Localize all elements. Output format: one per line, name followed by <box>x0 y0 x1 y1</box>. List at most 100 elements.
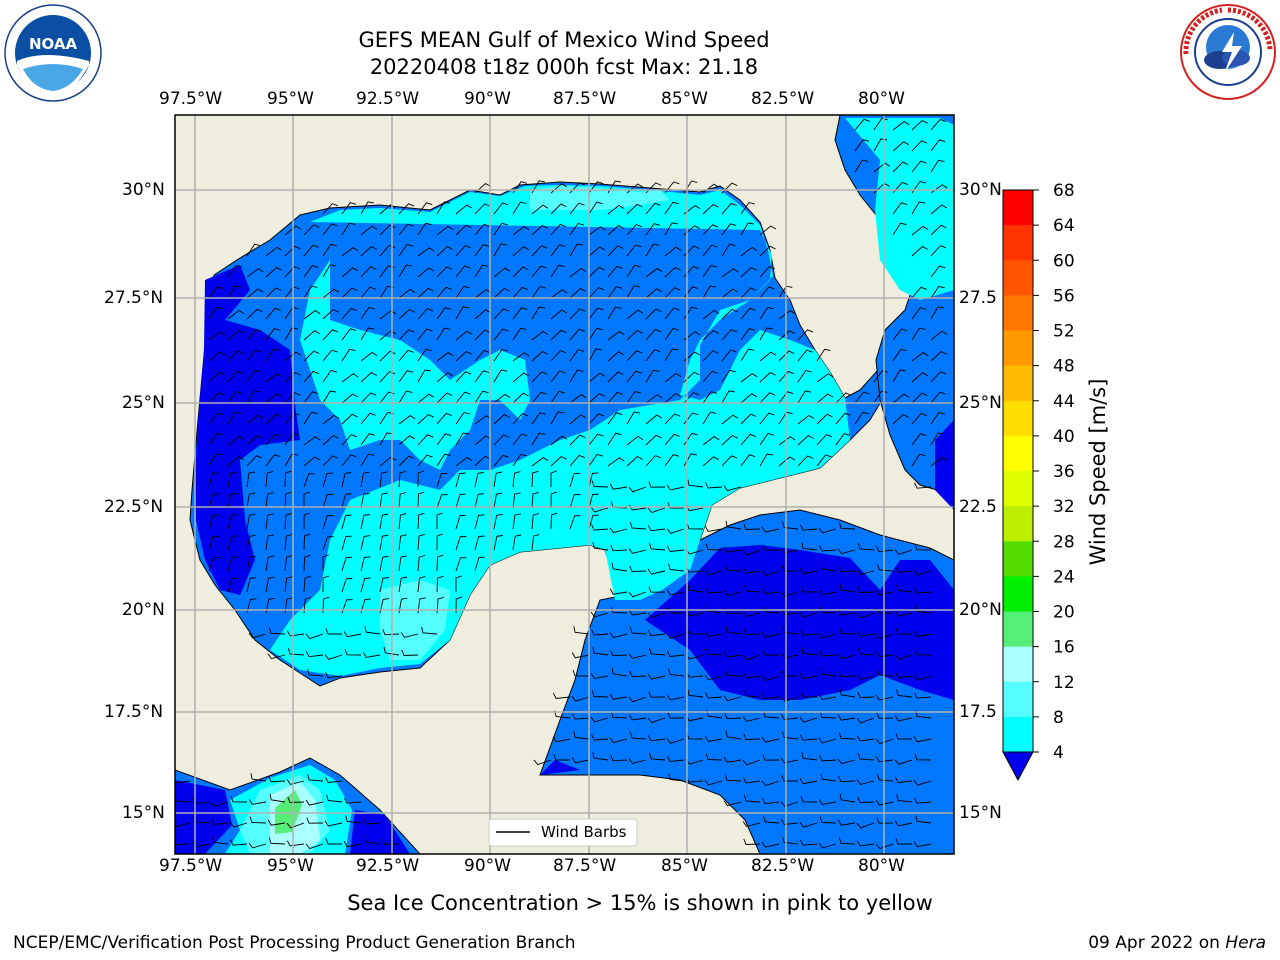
wind-barb <box>588 287 605 299</box>
wind-barb <box>664 307 680 320</box>
wind-barb <box>455 557 467 572</box>
wind-barb <box>761 570 780 577</box>
wind-barb <box>856 674 875 680</box>
wind-barb <box>590 506 609 513</box>
wind-barb <box>398 597 408 614</box>
wind-barb <box>626 264 641 278</box>
wind-barb <box>607 245 624 257</box>
colorbar-segment <box>1003 190 1033 226</box>
wind-barb <box>208 557 220 572</box>
wind-barb <box>799 568 818 575</box>
wind-barb <box>647 735 666 742</box>
wind-barb <box>436 286 452 299</box>
wind-barb <box>493 369 508 383</box>
wind-barb <box>303 370 319 383</box>
wind-barb <box>740 307 756 320</box>
wind-barb <box>284 327 298 341</box>
wind-barb <box>360 327 375 341</box>
wind-barb <box>911 201 926 215</box>
wind-barb <box>723 695 742 702</box>
wind-barb <box>781 670 798 677</box>
wind-barb <box>740 287 757 299</box>
wind-barb <box>265 454 281 467</box>
wind-barb <box>725 625 742 635</box>
wind-barb <box>724 669 742 677</box>
wind-barb <box>591 734 609 741</box>
colorbar-segment <box>1003 435 1033 472</box>
wind-barb <box>837 819 856 826</box>
wind-barb <box>875 756 894 763</box>
wind-barb <box>856 779 875 785</box>
lat-label-right: 27.5 <box>959 288 997 308</box>
wind-barb <box>894 820 913 827</box>
wind-barb <box>626 224 643 236</box>
wind-barb <box>609 483 628 490</box>
wind-barb <box>607 457 625 467</box>
wind-barb <box>398 415 416 425</box>
wind-barb <box>382 629 400 636</box>
noaa-logo: NOAA <box>3 3 103 103</box>
wind-barb <box>493 267 511 278</box>
wind-barb <box>778 310 796 320</box>
wind-barb <box>877 773 894 782</box>
wind-barb <box>781 775 798 782</box>
wind-barb <box>782 731 799 740</box>
wind-barb <box>668 668 685 677</box>
wind-barb <box>588 413 605 425</box>
wind-barb <box>303 597 312 614</box>
wind-barb <box>702 285 717 299</box>
wind-barb <box>398 203 415 215</box>
wind-barb <box>930 432 945 446</box>
wind-barb <box>569 288 586 299</box>
wind-barb <box>838 671 856 678</box>
wind-barb <box>610 606 628 614</box>
wind-barb <box>341 393 359 404</box>
wind-barb <box>284 266 301 278</box>
wind-barb <box>569 202 585 215</box>
wind-barb <box>360 412 376 425</box>
wind-barb <box>455 493 466 509</box>
wind-barb <box>873 117 888 131</box>
wind-barb <box>227 370 243 383</box>
wind-barb <box>664 266 681 278</box>
wind-barb <box>778 391 794 404</box>
wind-barb <box>911 119 928 131</box>
wind-barb <box>344 648 362 656</box>
wind-barb <box>398 390 413 404</box>
wind-barb <box>894 610 913 617</box>
wind-barb <box>512 392 529 404</box>
wind-barb <box>628 486 647 493</box>
wind-barb <box>610 650 628 657</box>
wind-barb <box>284 453 299 467</box>
wind-barb <box>721 243 736 257</box>
wind-barb <box>894 759 913 765</box>
wind-barb <box>626 285 640 299</box>
wind-barb <box>820 563 837 572</box>
wind-barb <box>436 266 453 278</box>
wind-barb <box>607 391 623 404</box>
wind-barb <box>229 822 248 828</box>
colorbar-segment <box>1003 400 1033 437</box>
wind-barb <box>322 472 333 488</box>
wind-barb <box>645 349 661 362</box>
wind-barb <box>303 436 321 446</box>
wind-barb <box>569 494 581 509</box>
wind-barb <box>607 265 623 278</box>
wind-barb <box>854 118 870 131</box>
wind-barb <box>208 453 222 467</box>
wind-barb <box>740 246 758 257</box>
wind-barb <box>379 456 397 467</box>
wind-barb <box>645 243 660 257</box>
wind-barb <box>421 626 438 635</box>
wind-barb <box>761 526 780 533</box>
wind-barb <box>742 777 761 784</box>
wind-barb <box>706 605 723 614</box>
wind-barb <box>512 471 521 488</box>
wind-barb <box>911 352 929 362</box>
wind-barb <box>607 331 625 341</box>
wind-barb <box>553 754 570 761</box>
wind-barb <box>531 180 545 194</box>
wind-barb <box>816 348 831 362</box>
wind-barb <box>930 159 945 173</box>
wind-barb <box>246 577 257 593</box>
